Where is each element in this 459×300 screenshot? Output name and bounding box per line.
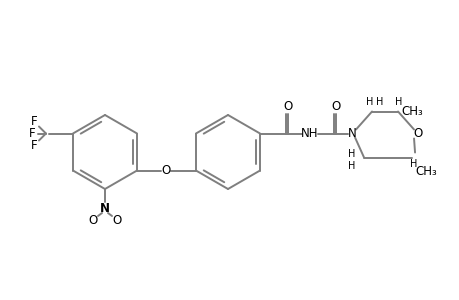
Text: F: F: [28, 127, 35, 140]
Text: NH: NH: [301, 127, 318, 140]
Text: O: O: [413, 127, 422, 140]
Text: N: N: [347, 127, 356, 140]
Text: O: O: [330, 100, 340, 113]
Text: CH₃: CH₃: [400, 105, 422, 118]
Text: H: H: [347, 160, 355, 170]
Text: O: O: [112, 214, 121, 227]
Text: O: O: [162, 164, 171, 177]
Text: N: N: [100, 202, 110, 215]
Text: H: H: [375, 97, 383, 106]
Text: H: H: [365, 97, 373, 106]
Text: F: F: [31, 115, 37, 128]
Text: CH₃: CH₃: [414, 165, 436, 178]
Text: F: F: [31, 139, 37, 152]
Text: H: H: [409, 158, 417, 169]
Text: H: H: [394, 97, 402, 106]
Text: H: H: [347, 148, 355, 158]
Text: O: O: [88, 214, 97, 227]
Text: O: O: [283, 100, 292, 113]
